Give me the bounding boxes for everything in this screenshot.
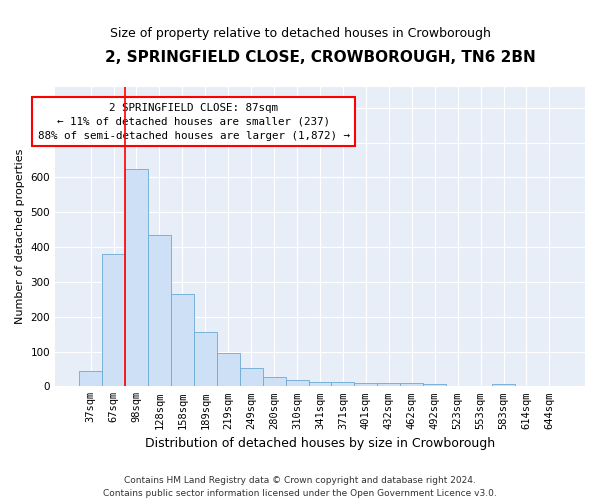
Title: 2, SPRINGFIELD CLOSE, CROWBOROUGH, TN6 2BN: 2, SPRINGFIELD CLOSE, CROWBOROUGH, TN6 2… <box>104 50 535 65</box>
Text: Contains HM Land Registry data © Crown copyright and database right 2024.
Contai: Contains HM Land Registry data © Crown c… <box>103 476 497 498</box>
Bar <box>331 382 355 386</box>
Bar <box>217 353 240 386</box>
Bar <box>240 368 263 386</box>
Bar <box>102 254 125 386</box>
Bar <box>148 235 171 386</box>
Bar <box>377 383 400 386</box>
Bar <box>400 383 423 386</box>
Bar <box>263 376 286 386</box>
Y-axis label: Number of detached properties: Number of detached properties <box>15 149 25 324</box>
Bar <box>492 384 515 386</box>
Bar <box>286 380 308 386</box>
X-axis label: Distribution of detached houses by size in Crowborough: Distribution of detached houses by size … <box>145 437 495 450</box>
Text: Size of property relative to detached houses in Crowborough: Size of property relative to detached ho… <box>110 28 490 40</box>
Bar <box>125 169 148 386</box>
Text: 2 SPRINGFIELD CLOSE: 87sqm
← 11% of detached houses are smaller (237)
88% of sem: 2 SPRINGFIELD CLOSE: 87sqm ← 11% of deta… <box>38 102 350 141</box>
Bar <box>194 332 217 386</box>
Bar <box>79 370 102 386</box>
Bar <box>171 294 194 386</box>
Bar <box>355 383 377 386</box>
Bar <box>308 382 331 386</box>
Bar <box>423 384 446 386</box>
